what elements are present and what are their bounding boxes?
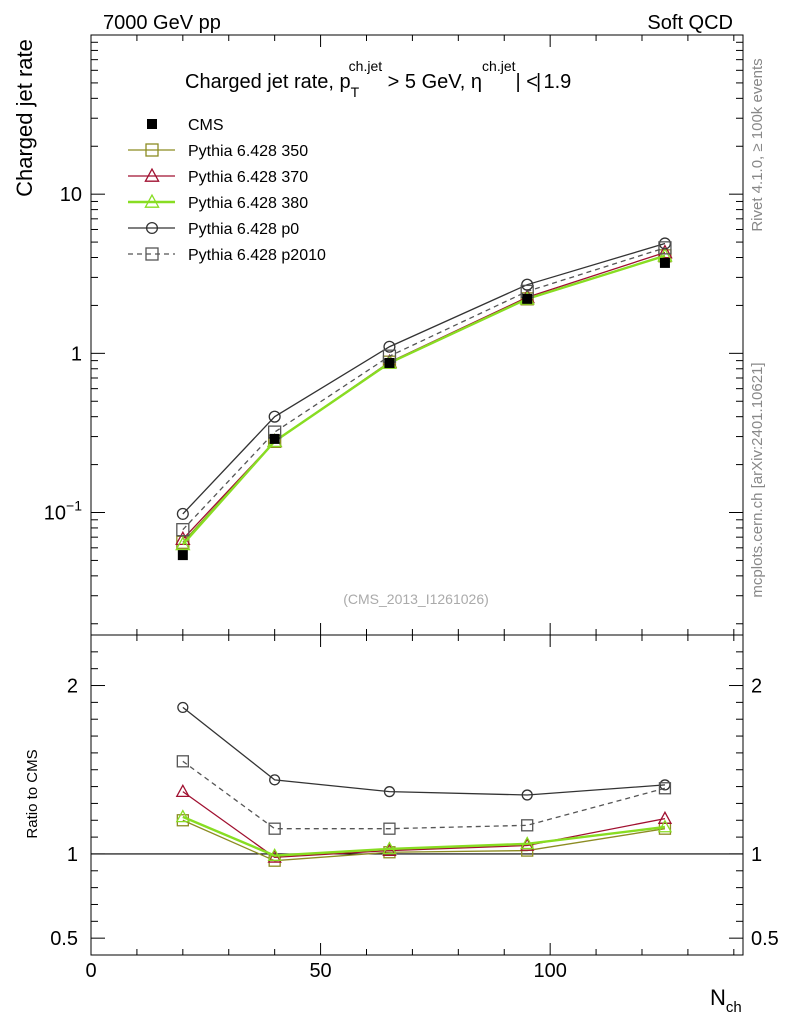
line-ratio-pythia-6-428-380 [182, 815, 666, 857]
legend-marker [147, 119, 157, 129]
legend-item-pythia-6-428-p0: Pythia 6.428 p0 [128, 221, 299, 238]
line-main-pythia-6-428-380 [181, 254, 666, 546]
y-tick-label-ratio-left: 1 [67, 844, 78, 866]
line-ratio-pythia-6-428-p2010 [182, 760, 666, 830]
line-ratio-pythia-6-428-370 [182, 791, 666, 858]
point-main-cms [659, 257, 670, 268]
series-cms [177, 257, 670, 561]
point-ratio-pythia-6-428-p0 [521, 789, 533, 801]
mcplots-label: mcplots.cern.ch [arXiv:2401.10621] [749, 362, 766, 597]
legend-label: CMS [188, 117, 224, 134]
y-tick-label-ratio-left: 0.5 [50, 928, 78, 950]
point-ratio-pythia-6-428-370 [175, 783, 190, 798]
point-main-pythia-6-428-p2010 [658, 241, 672, 255]
legend-item-cms: CMS [147, 117, 224, 134]
point-main-cms [177, 550, 188, 561]
line-ratio-pythia-6-428-350 [182, 819, 666, 862]
legend-marker [144, 167, 160, 182]
point-ratio-pythia-6-428-380 [657, 819, 673, 833]
axis-ticks-group: 0 50 100 10−1 1 10 0.5 0.5 1 1 2 2 [44, 35, 779, 982]
point-main-pythia-6-428-p0 [383, 340, 396, 353]
point-main-pythia-6-428-p0 [176, 507, 189, 520]
point-main-pythia-6-428-p0 [521, 278, 534, 291]
legend-label: Pythia 6.428 p2010 [188, 247, 326, 264]
point-ratio-pythia-6-428-p2010 [521, 819, 534, 832]
x-tick-label: 0 [85, 960, 96, 982]
chart-title: Charged jet rate, pTch.jet > 5 GeV, ηch.… [185, 58, 571, 100]
y-tick-label-ratio-right: 1 [751, 844, 762, 866]
point-ratio-pythia-6-428-380 [520, 836, 535, 850]
point-main-pythia-6-428-370 [657, 244, 673, 259]
legend-marker [145, 143, 159, 157]
point-ratio-pythia-6-428-p2010 [268, 822, 281, 835]
title-abs-bar: | [536, 71, 541, 93]
title-sup: ch.jet [349, 58, 383, 74]
y-tick-label-ratio-right: 0.5 [751, 928, 779, 950]
point-ratio-pythia-6-428-380 [267, 847, 282, 862]
point-ratio-pythia-6-428-p2010 [658, 782, 672, 795]
y-tick-label-main: 10 [60, 184, 82, 206]
line-main-pythia-6-428-p0 [182, 242, 666, 515]
x-axis-label: Nch [710, 985, 742, 1016]
y-tick-label-main: 1 [71, 343, 82, 365]
point-ratio-pythia-6-428-p0 [177, 701, 189, 714]
legend-marker [145, 247, 159, 261]
legend-label: Pythia 6.428 380 [188, 195, 308, 212]
point-main-cms [269, 433, 280, 444]
y-tick-label-ratio-right: 2 [751, 676, 762, 698]
point-ratio-pythia-6-428-370 [657, 810, 673, 824]
point-main-cms [384, 357, 395, 368]
legend-marker [144, 193, 160, 208]
point-main-cms [522, 293, 533, 304]
point-ratio-pythia-6-428-p0 [383, 786, 396, 798]
legend-item-pythia-6-428-350: Pythia 6.428 350 [128, 143, 308, 160]
legend-item-pythia-6-428-380: Pythia 6.428 380 [128, 193, 308, 212]
series-pythia-6-428-p0 [176, 237, 671, 801]
legend-item-pythia-6-428-p2010: Pythia 6.428 p2010 [128, 247, 326, 264]
rivet-version-label: Rivet 4.1.0, ≥ 100k events [749, 58, 766, 231]
y-axis-label-main: Charged jet rate [12, 39, 37, 197]
point-ratio-pythia-6-428-p2010 [383, 822, 396, 835]
legend-marker [145, 221, 159, 235]
legend: CMS Pythia 6.428 350 Pythia 6.428 370 Pythi… [128, 117, 326, 264]
point-ratio-pythia-6-428-380 [175, 809, 190, 823]
x-tick-label: 100 [533, 960, 566, 982]
y-tick-label-main: 10−1 [44, 498, 82, 525]
y-axis-label-ratio: Ratio to CMS [24, 749, 41, 838]
series-pythia-6-428-370 [175, 244, 673, 863]
title-sup2: ch.jet [482, 58, 516, 74]
point-main-pythia-6-428-380 [175, 536, 191, 551]
y-tick-label-ratio-left: 2 [67, 676, 78, 698]
header-left-label: 7000 GeV pp [103, 12, 221, 34]
line-ratio-pythia-6-428-p0 [182, 706, 665, 796]
title-middle: > 5 GeV, η [382, 71, 482, 93]
analysis-id-watermark: (CMS_2013_I1261026) [343, 591, 489, 607]
point-ratio-pythia-6-428-p2010 [176, 755, 189, 768]
x-tick-label: 50 [309, 960, 331, 982]
series-pythia-6-428-p2010 [176, 241, 672, 835]
title-sub: T [351, 84, 360, 100]
legend-label: Pythia 6.428 p0 [188, 221, 299, 238]
point-ratio-pythia-6-428-p0 [269, 774, 281, 786]
header-right-label: Soft QCD [647, 12, 733, 34]
line-main-pythia-6-428-350 [182, 255, 666, 543]
point-main-pythia-6-428-p2010 [176, 523, 190, 537]
point-ratio-pythia-6-428-380 [382, 841, 397, 855]
point-main-pythia-6-428-p0 [268, 410, 281, 423]
line-main-pythia-6-428-p2010 [182, 247, 666, 531]
series-pythia-6-428-350 [176, 249, 672, 867]
line-main-pythia-6-428-370 [182, 251, 666, 540]
legend-label: Pythia 6.428 350 [188, 143, 308, 160]
title-main: Charged jet rate, p [185, 71, 351, 93]
title-end: | < 1.9 [516, 71, 572, 93]
ratio-plot-frame [90, 634, 744, 956]
series-group [175, 237, 673, 867]
legend-item-pythia-6-428-370: Pythia 6.428 370 [128, 167, 308, 186]
legend-label: Pythia 6.428 370 [188, 169, 308, 186]
